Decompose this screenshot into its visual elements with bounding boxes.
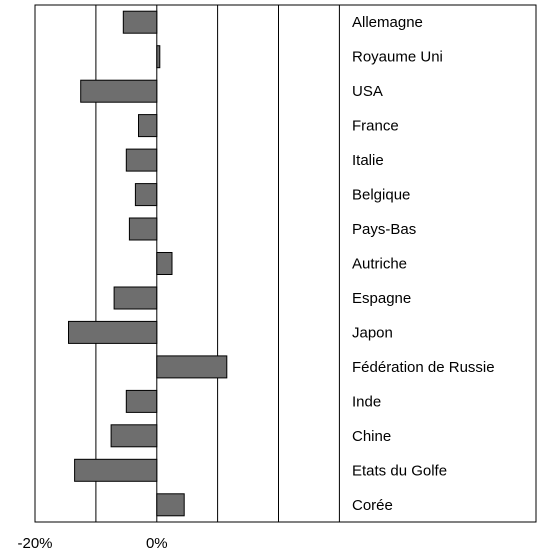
category-label: Chine	[352, 428, 391, 445]
category-label: Royaume Uni	[352, 49, 443, 66]
bar	[134, 183, 158, 207]
bar	[125, 389, 158, 413]
category-label: USA	[352, 83, 383, 100]
bar	[138, 114, 158, 138]
bars	[68, 10, 228, 517]
category-label: Espagne	[352, 290, 411, 307]
bar	[113, 286, 158, 310]
category-label: Italie	[352, 152, 384, 169]
category-label: Inde	[352, 393, 381, 410]
bar	[80, 79, 158, 103]
category-label: France	[352, 118, 399, 135]
category-label: Belgique	[352, 187, 410, 204]
bar	[156, 45, 161, 69]
category-label: Pays-Bas	[352, 221, 416, 238]
bar	[110, 424, 158, 448]
category-label: Japon	[352, 324, 393, 341]
category-label: Autriche	[352, 256, 407, 273]
bar	[74, 458, 158, 482]
plot-frame	[34, 4, 537, 523]
x-axis-tick-labels: -20% 0%	[17, 535, 167, 552]
bar	[68, 320, 158, 344]
bar	[128, 217, 158, 241]
bar	[156, 252, 173, 275]
category-label: Allemagne	[352, 14, 423, 31]
category-label: Fédération de Russie	[352, 359, 495, 376]
bar	[156, 355, 228, 379]
category-label: Etats du Golfe	[352, 462, 447, 479]
bar	[156, 493, 185, 517]
category-labels: Allemagne Royaume Uni USA France Italie Belgi…	[352, 14, 495, 514]
x-tick-label: -20%	[17, 535, 52, 552]
bar	[125, 148, 158, 172]
bar	[122, 10, 158, 34]
category-label: Corée	[352, 497, 393, 514]
x-tick-label: 0%	[146, 535, 168, 552]
